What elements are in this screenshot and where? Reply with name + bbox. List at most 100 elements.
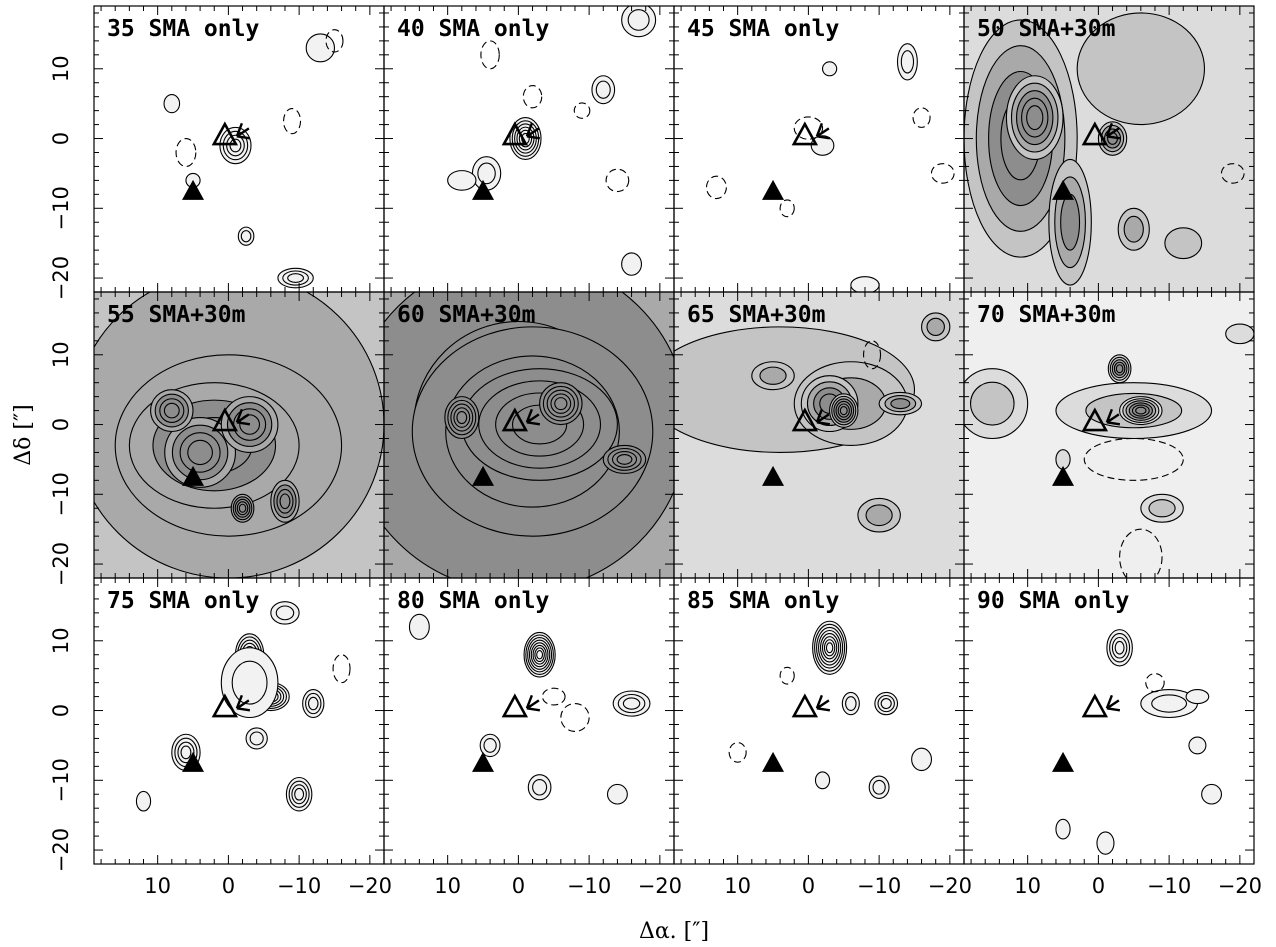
contour-line	[969, 381, 1015, 426]
star-marker	[1105, 408, 1121, 426]
contour-line	[245, 727, 268, 750]
contour-line	[868, 775, 890, 799]
panel-label: 70 SMA+30m	[977, 302, 1115, 328]
contour-line	[810, 135, 835, 156]
panel-2	[384, 6, 674, 292]
panel-background	[94, 578, 384, 864]
contour-line	[595, 80, 611, 99]
star-marker	[525, 408, 541, 426]
x-tick-label: −10	[567, 874, 611, 898]
panel-label: 45 SMA only	[687, 16, 839, 42]
contour-line	[617, 693, 646, 714]
y-tick-label: 10	[49, 55, 73, 82]
star-marker	[815, 122, 831, 140]
panel-9	[94, 578, 384, 864]
contour-line	[1148, 499, 1176, 518]
negative-contour	[332, 654, 351, 684]
contour-line	[534, 647, 545, 663]
contour-line	[845, 696, 857, 711]
contour-line	[288, 780, 310, 808]
contour-line	[523, 631, 556, 678]
contour-line	[1111, 636, 1128, 659]
contour-line	[177, 741, 195, 764]
contour-line	[621, 252, 643, 276]
filled-triangle-marker	[762, 179, 785, 200]
filled-triangle-marker	[472, 465, 495, 486]
panel-label: 55 SMA+30m	[107, 302, 245, 328]
y-tick-label: 10	[49, 341, 73, 368]
contour-line	[240, 230, 252, 243]
contour-line	[872, 779, 886, 795]
panel-label: 85 SMA only	[687, 588, 839, 614]
filled-triangle-marker	[1052, 465, 1075, 486]
open-triangle-marker	[1081, 121, 1109, 146]
y-tick-label: −10	[49, 758, 73, 802]
open-triangle-marker	[1081, 407, 1109, 432]
contour-line	[1076, 12, 1206, 126]
negative-contour	[705, 175, 727, 200]
contour-line	[479, 733, 501, 758]
star-marker	[815, 694, 831, 712]
contour-line	[825, 642, 834, 654]
contour-line	[1106, 629, 1133, 667]
panel-background	[964, 578, 1254, 864]
star-marker	[1105, 694, 1121, 712]
contour-line	[1188, 736, 1207, 755]
contour-line	[1123, 215, 1144, 243]
contour-line	[483, 737, 497, 753]
panel-11	[674, 578, 964, 864]
x-tick-label: −10	[1147, 874, 1191, 898]
contour-line	[627, 9, 650, 31]
contour-line	[447, 170, 477, 191]
contour-line	[821, 61, 838, 77]
contour-line	[877, 694, 895, 713]
contour-line	[525, 634, 554, 676]
contour-line	[821, 636, 838, 660]
panel-label: 40 SMA only	[397, 16, 549, 42]
contour-line	[759, 366, 787, 385]
x-tick-label: 10	[434, 874, 461, 898]
contour-line	[532, 778, 548, 796]
contour-line	[621, 6, 657, 38]
open-triangle-marker	[211, 407, 239, 432]
contour-line	[622, 697, 641, 710]
panel-7	[674, 292, 964, 578]
negative-contour	[522, 84, 543, 109]
panel-3	[674, 6, 964, 292]
open-triangle-marker	[501, 121, 529, 146]
x-tick-label: 0	[802, 874, 815, 898]
contour-line	[226, 134, 245, 157]
x-tick-label: −20	[1218, 874, 1262, 898]
panel-8	[964, 292, 1254, 578]
contour-line	[222, 130, 249, 161]
filled-triangle-marker	[762, 465, 785, 486]
negative-contour	[863, 340, 882, 370]
contour-line	[135, 790, 152, 812]
panel-label: 50 SMA+30m	[977, 16, 1115, 42]
contour-line	[1096, 831, 1115, 855]
star-marker	[525, 122, 541, 140]
panel-10	[384, 578, 674, 864]
x-tick-label: 10	[1014, 874, 1041, 898]
contour-line	[1109, 633, 1131, 663]
contour-line	[1026, 105, 1044, 131]
contour-line	[275, 605, 295, 621]
y-tick-label: 10	[49, 627, 73, 654]
negative-contour	[1083, 437, 1184, 481]
negative-contour	[779, 199, 795, 218]
contour-line	[527, 637, 553, 673]
panel-label: 60 SMA+30m	[397, 302, 535, 328]
contour-line	[219, 126, 252, 165]
contour-line	[163, 402, 180, 419]
star-marker	[235, 694, 251, 712]
negative-contour	[779, 666, 795, 685]
open-triangle-marker	[211, 121, 239, 146]
contour-line	[249, 731, 264, 746]
contour-line	[287, 273, 304, 283]
contour-line	[616, 454, 633, 465]
contour-line	[1151, 694, 1188, 713]
contour-line	[471, 156, 502, 191]
filled-triangle-marker	[762, 751, 785, 772]
x-axis-title: Δα. [″]	[639, 919, 709, 944]
contour-line	[818, 629, 842, 666]
